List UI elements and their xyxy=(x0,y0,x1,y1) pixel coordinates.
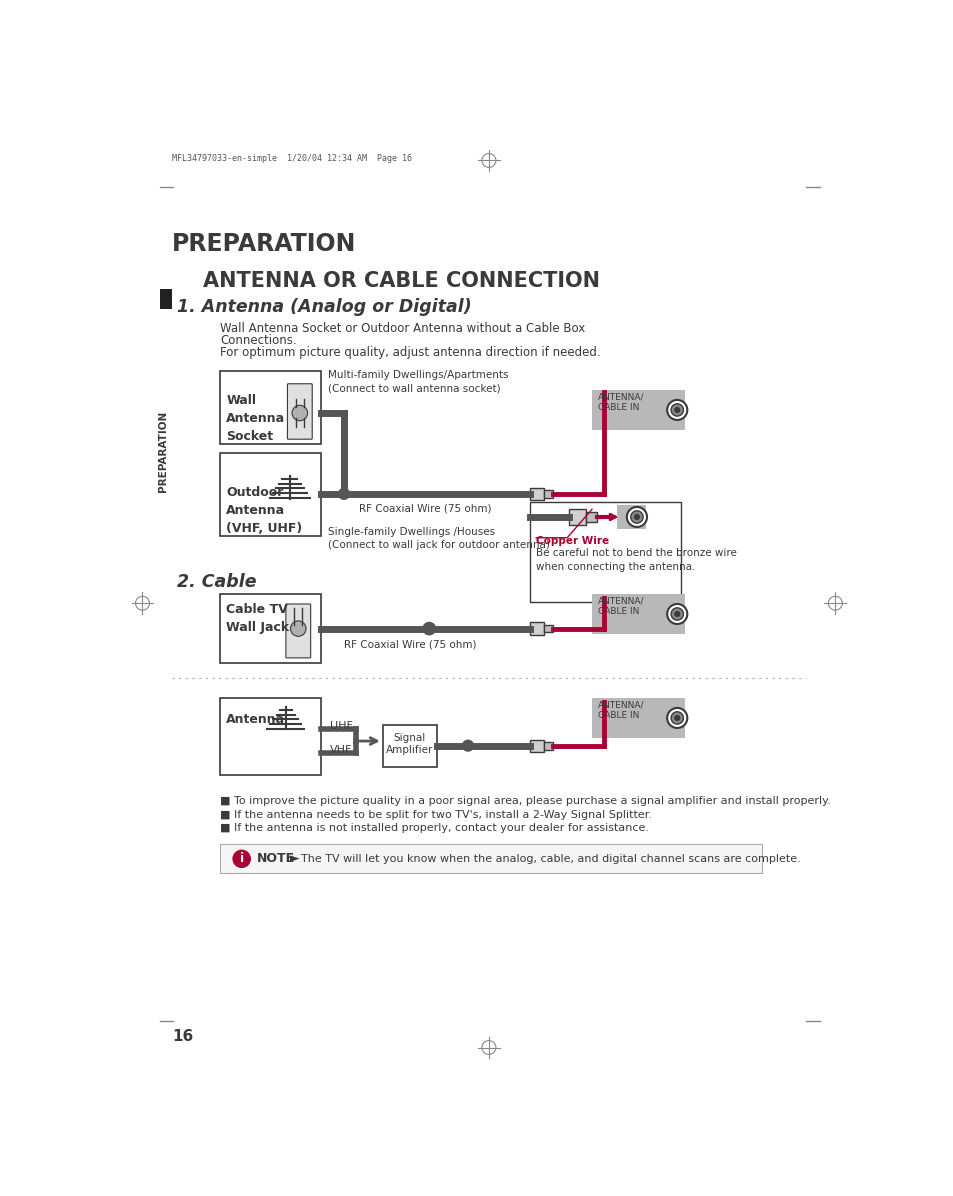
FancyBboxPatch shape xyxy=(568,509,585,525)
Text: Be careful not to bend the bronze wire
when connecting the antenna.: Be careful not to bend the bronze wire w… xyxy=(536,548,737,572)
Text: Wall Antenna Socket or Outdoor Antenna without a Cable Box: Wall Antenna Socket or Outdoor Antenna w… xyxy=(220,322,584,335)
Circle shape xyxy=(338,488,349,499)
Text: ANTENNA/
CABLE IN: ANTENNA/ CABLE IN xyxy=(598,597,644,616)
Text: Multi-family Dwellings/Apartments
(Connect to wall antenna socket): Multi-family Dwellings/Apartments (Conne… xyxy=(328,370,509,393)
FancyBboxPatch shape xyxy=(543,742,553,750)
FancyBboxPatch shape xyxy=(382,725,436,767)
FancyBboxPatch shape xyxy=(220,453,320,536)
FancyBboxPatch shape xyxy=(530,739,543,752)
Circle shape xyxy=(666,708,686,728)
Circle shape xyxy=(422,622,435,635)
Text: ■ To improve the picture quality in a poor signal area, please purchase a signal: ■ To improve the picture quality in a po… xyxy=(220,797,830,806)
FancyBboxPatch shape xyxy=(220,594,320,664)
FancyBboxPatch shape xyxy=(592,698,684,738)
Text: UHF: UHF xyxy=(330,721,353,731)
Text: Copper Wire: Copper Wire xyxy=(536,536,609,547)
Text: For optimum picture quality, adjust antenna direction if needed.: For optimum picture quality, adjust ante… xyxy=(220,346,600,359)
Circle shape xyxy=(630,511,642,523)
Circle shape xyxy=(674,715,679,721)
Circle shape xyxy=(670,608,682,621)
FancyBboxPatch shape xyxy=(159,289,172,309)
Text: Connections.: Connections. xyxy=(220,335,296,348)
Circle shape xyxy=(670,712,682,724)
Circle shape xyxy=(674,407,679,413)
FancyBboxPatch shape xyxy=(530,501,680,602)
FancyBboxPatch shape xyxy=(585,512,596,521)
FancyBboxPatch shape xyxy=(220,698,320,775)
Text: ANTENNA/
CABLE IN: ANTENNA/ CABLE IN xyxy=(598,392,644,413)
Text: ■ If the antenna needs to be split for two TV's, install a 2-Way Signal Splitter: ■ If the antenna needs to be split for t… xyxy=(220,810,651,819)
Text: 1. Antenna (Analog or Digital): 1. Antenna (Analog or Digital) xyxy=(177,298,472,316)
Circle shape xyxy=(626,507,646,527)
FancyBboxPatch shape xyxy=(543,624,553,633)
Text: ANTENNA OR CABLE CONNECTION: ANTENNA OR CABLE CONNECTION xyxy=(203,270,599,291)
Text: ►: ► xyxy=(290,853,299,866)
FancyBboxPatch shape xyxy=(287,384,312,439)
FancyBboxPatch shape xyxy=(286,604,311,658)
Circle shape xyxy=(633,514,639,520)
Text: ANTENNA/
CABLE IN: ANTENNA/ CABLE IN xyxy=(598,700,644,720)
Text: RF Coaxial Wire (75 ohm): RF Coaxial Wire (75 ohm) xyxy=(359,504,492,514)
Text: Outdoor
Antenna
(VHF, UHF): Outdoor Antenna (VHF, UHF) xyxy=(226,486,302,535)
FancyBboxPatch shape xyxy=(530,622,543,635)
Text: ■ If the antenna is not installed properly, contact your dealer for assistance.: ■ If the antenna is not installed proper… xyxy=(220,823,648,832)
Text: PREPARATION: PREPARATION xyxy=(172,232,356,256)
Text: 16: 16 xyxy=(172,1029,193,1044)
Text: Signal
Amplifier: Signal Amplifier xyxy=(386,733,433,755)
Circle shape xyxy=(292,405,307,421)
FancyBboxPatch shape xyxy=(592,594,684,634)
Circle shape xyxy=(670,404,682,416)
Text: NOTE: NOTE xyxy=(257,853,295,866)
Text: VHF: VHF xyxy=(330,745,352,756)
FancyBboxPatch shape xyxy=(543,490,553,498)
Text: 2. Cable: 2. Cable xyxy=(177,573,256,591)
Circle shape xyxy=(291,621,306,636)
FancyBboxPatch shape xyxy=(220,371,320,444)
Text: Wall
Antenna
Socket: Wall Antenna Socket xyxy=(226,393,285,443)
Circle shape xyxy=(233,849,251,868)
Circle shape xyxy=(674,611,679,617)
FancyBboxPatch shape xyxy=(530,488,543,500)
Text: The TV will let you know when the analog, cable, and digital channel scans are c: The TV will let you know when the analog… xyxy=(300,854,800,864)
Text: RF Coaxial Wire (75 ohm): RF Coaxial Wire (75 ohm) xyxy=(344,640,476,649)
Text: Single-family Dwellings /Houses
(Connect to wall jack for outdoor antenna): Single-family Dwellings /Houses (Connect… xyxy=(328,527,550,550)
Text: Antenna: Antenna xyxy=(226,713,285,726)
Circle shape xyxy=(666,399,686,420)
Text: Cable TV
Wall Jack: Cable TV Wall Jack xyxy=(226,603,289,634)
FancyBboxPatch shape xyxy=(617,505,645,530)
Circle shape xyxy=(666,604,686,624)
Text: PREPARATION: PREPARATION xyxy=(158,411,169,492)
Text: MFL34797033-en-simple  1/20/04 12:34 AM  Page 16: MFL34797033-en-simple 1/20/04 12:34 AM P… xyxy=(172,154,412,164)
FancyBboxPatch shape xyxy=(592,390,684,429)
Text: i: i xyxy=(239,853,244,866)
FancyBboxPatch shape xyxy=(220,844,761,873)
Circle shape xyxy=(462,740,473,751)
